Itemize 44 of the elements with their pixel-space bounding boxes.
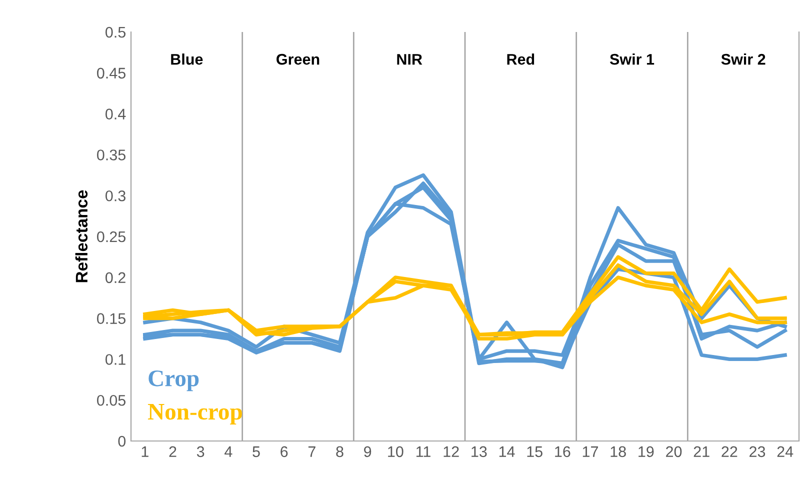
series-label: Crop — [148, 370, 199, 392]
annotation: Swir 2 — [721, 54, 766, 65]
y-axis-title: Reflectance — [75, 190, 88, 282]
x-tick-label: 21 — [694, 446, 710, 457]
y-tick-label: 0.2 — [106, 272, 126, 284]
y-tick-label: 0.05 — [97, 394, 126, 406]
x-tick-label: 13 — [472, 446, 487, 458]
y-tick-label: 0 — [118, 436, 126, 447]
x-tick-label: 14 — [499, 446, 515, 457]
x-tick-label: 6 — [280, 446, 288, 458]
x-tick-label: 24 — [777, 446, 794, 457]
x-tick-label: 7 — [308, 446, 316, 457]
x-tick-label: 20 — [666, 446, 682, 458]
x-tick-label: 23 — [750, 446, 766, 458]
x-tick-label: 12 — [444, 446, 459, 457]
y-tick-label: 0.25 — [97, 231, 126, 242]
y-tick-label: 0.4 — [106, 108, 126, 120]
x-tick-label: 17 — [582, 446, 598, 457]
y-tick-label: 0.3 — [106, 190, 126, 202]
x-tick-label: 11 — [416, 446, 430, 457]
annotation: Blue — [171, 54, 203, 65]
x-tick-label: 2 — [169, 446, 176, 457]
text: Non-crop — [148, 404, 242, 424]
annotation: Red — [507, 54, 534, 65]
x-tick-label: 4 — [224, 446, 232, 457]
annotation: NIR — [397, 54, 422, 65]
x-tick-label: 15 — [527, 446, 542, 458]
x-tick-label: 10 — [388, 446, 404, 458]
x-tick-label: 18 — [610, 446, 626, 458]
x-tick-label: 1 — [142, 446, 148, 457]
x-tick-label: 22 — [722, 446, 738, 457]
y-tick-label: 0.15 — [97, 313, 126, 324]
x-tick-label: 9 — [364, 446, 372, 458]
annotation: Swir 1 — [610, 54, 654, 65]
x-tick-label: 19 — [638, 446, 654, 458]
x-tick-label: 3 — [196, 446, 204, 458]
y-tick-label: 0.45 — [97, 68, 126, 79]
annotation: Green — [276, 54, 320, 65]
x-tick-label: 8 — [336, 446, 344, 458]
x-tick-label: 5 — [252, 446, 260, 458]
y-tick-label: 0.1 — [106, 354, 126, 365]
y-tick-label: 0.35 — [97, 150, 126, 160]
x-tick-label: 16 — [555, 446, 570, 458]
y-tick-label: 0.5 — [106, 26, 126, 38]
